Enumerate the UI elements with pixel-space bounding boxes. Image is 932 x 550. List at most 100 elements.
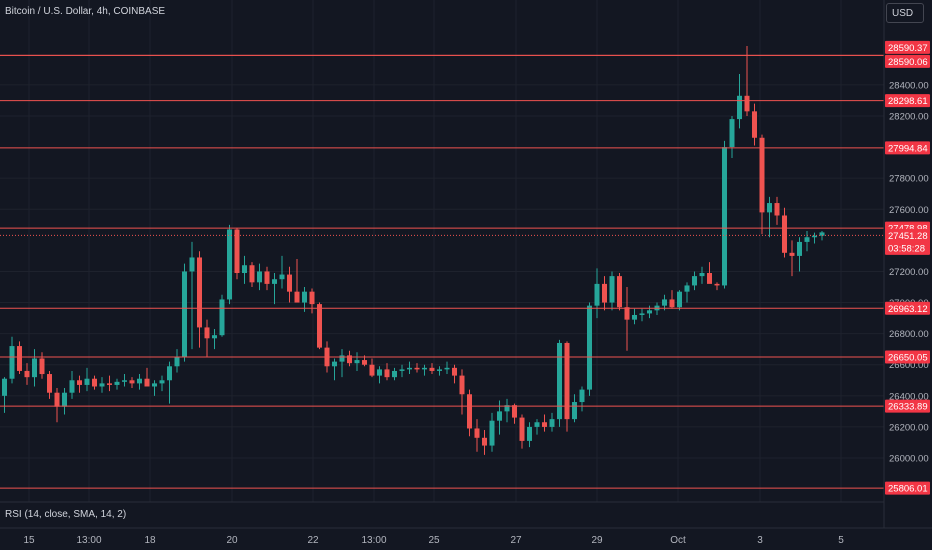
price-level-label: 26963.12 [888,304,928,315]
candle-body [542,422,547,427]
candle-body [737,95,742,120]
price-tick-label: 26400.00 [889,391,929,402]
price-level-label: 26650.05 [888,352,928,363]
price-tick-label: 26600.00 [889,360,929,371]
candle-body [392,370,397,378]
time-tick-label: 5 [838,535,844,546]
candle-body [167,366,172,381]
candle-body [294,291,300,303]
rsi-indicator-label[interactable]: RSI (14, close, SMA, 14, 2) [5,509,127,520]
candle-body [429,367,435,371]
candle-body [249,265,255,283]
candle-body [497,411,502,421]
candle-body [69,380,75,393]
candle-body [137,378,142,384]
candle-body [197,257,202,328]
price-level-badge [885,399,930,413]
price-level-badge [885,141,930,155]
price-tick-label: 26000.00 [889,454,929,465]
candle-body [722,147,727,286]
time-axis[interactable]: 15 13:00 18 20 22 13:00 25 27 29 Oct 3 5 [23,535,844,546]
candle-body [204,327,210,339]
currency-button[interactable]: USD [886,3,924,23]
candle-body [729,119,735,148]
time-tick-label: 13:00 [361,535,386,546]
candle-body [144,378,150,387]
candle-body [2,378,7,396]
price-level-label: 26333.89 [888,402,928,413]
candle-body [407,367,412,370]
candle-body [564,342,570,420]
candle-body [384,369,390,378]
candle-body [302,291,307,303]
price-level-label: 25806.01 [888,484,928,495]
candle-body [512,405,517,418]
candlestick-series [2,46,825,455]
price-level-badge [885,481,930,495]
time-tick-label: Oct [670,535,686,546]
candle-body [347,355,352,364]
candle-body [459,375,465,395]
candle-body [812,235,817,238]
candle-body [77,380,82,385]
candle-body [707,273,712,284]
time-tick-label: 29 [591,535,603,546]
price-level-label: 27994.84 [888,143,928,154]
candle-body [24,370,30,378]
candle-body [234,229,240,274]
candle-body [782,215,787,253]
candle-body [482,437,487,446]
candle-body [744,95,750,112]
candle-body [639,313,645,315]
candle-body [212,335,217,339]
candle-body [519,417,525,441]
candle-body [602,283,607,303]
candle-body [572,402,577,420]
candle-body [9,346,15,379]
candle-body [579,389,585,403]
price-level-badge [885,54,930,68]
candle-body [129,380,135,384]
candle-body [399,369,405,371]
candle-body [279,274,285,280]
candle-body [339,355,345,362]
candle-body [17,346,22,371]
price-level-badge [885,301,930,315]
candle-body [444,367,450,370]
candle-body [332,361,337,367]
symbol-title[interactable]: Bitcoin / U.S. Dollar, 4h, COINBASE [5,6,166,17]
candle-body [54,392,60,407]
candle-body [632,314,637,320]
candle-body [774,203,780,216]
price-level-labels: 28590.3728590.0628298.6127994.8427478.98… [885,40,930,495]
candle-body [609,276,615,303]
grid [0,0,884,502]
candle-body [114,381,120,385]
candle-body [647,310,652,314]
candle-body [84,378,90,385]
candle-body [669,299,675,308]
price-tick-label: 28400.00 [889,80,929,91]
candle-body [122,380,127,382]
price-tick-label: 27200.00 [889,267,929,278]
price-level-label: 28590.06 [888,57,928,68]
candle-body [107,383,112,385]
candle-body [624,307,630,320]
candle-body [617,276,622,308]
candle-body [159,380,165,384]
candle-body [257,271,262,283]
current-price-label: 27451.28 [888,231,928,242]
time-tick-label: 18 [144,535,156,546]
candle-body [759,137,765,213]
candle-body [504,405,510,412]
time-tick-label: 25 [428,535,440,546]
candle-body [534,422,540,427]
price-tick-label: 26200.00 [889,422,929,433]
time-tick-label: 27 [510,535,522,546]
price-levels [0,54,884,489]
candle-body [62,392,67,407]
candle-body [594,283,600,306]
candle-body [789,252,795,256]
candle-body [264,271,270,284]
